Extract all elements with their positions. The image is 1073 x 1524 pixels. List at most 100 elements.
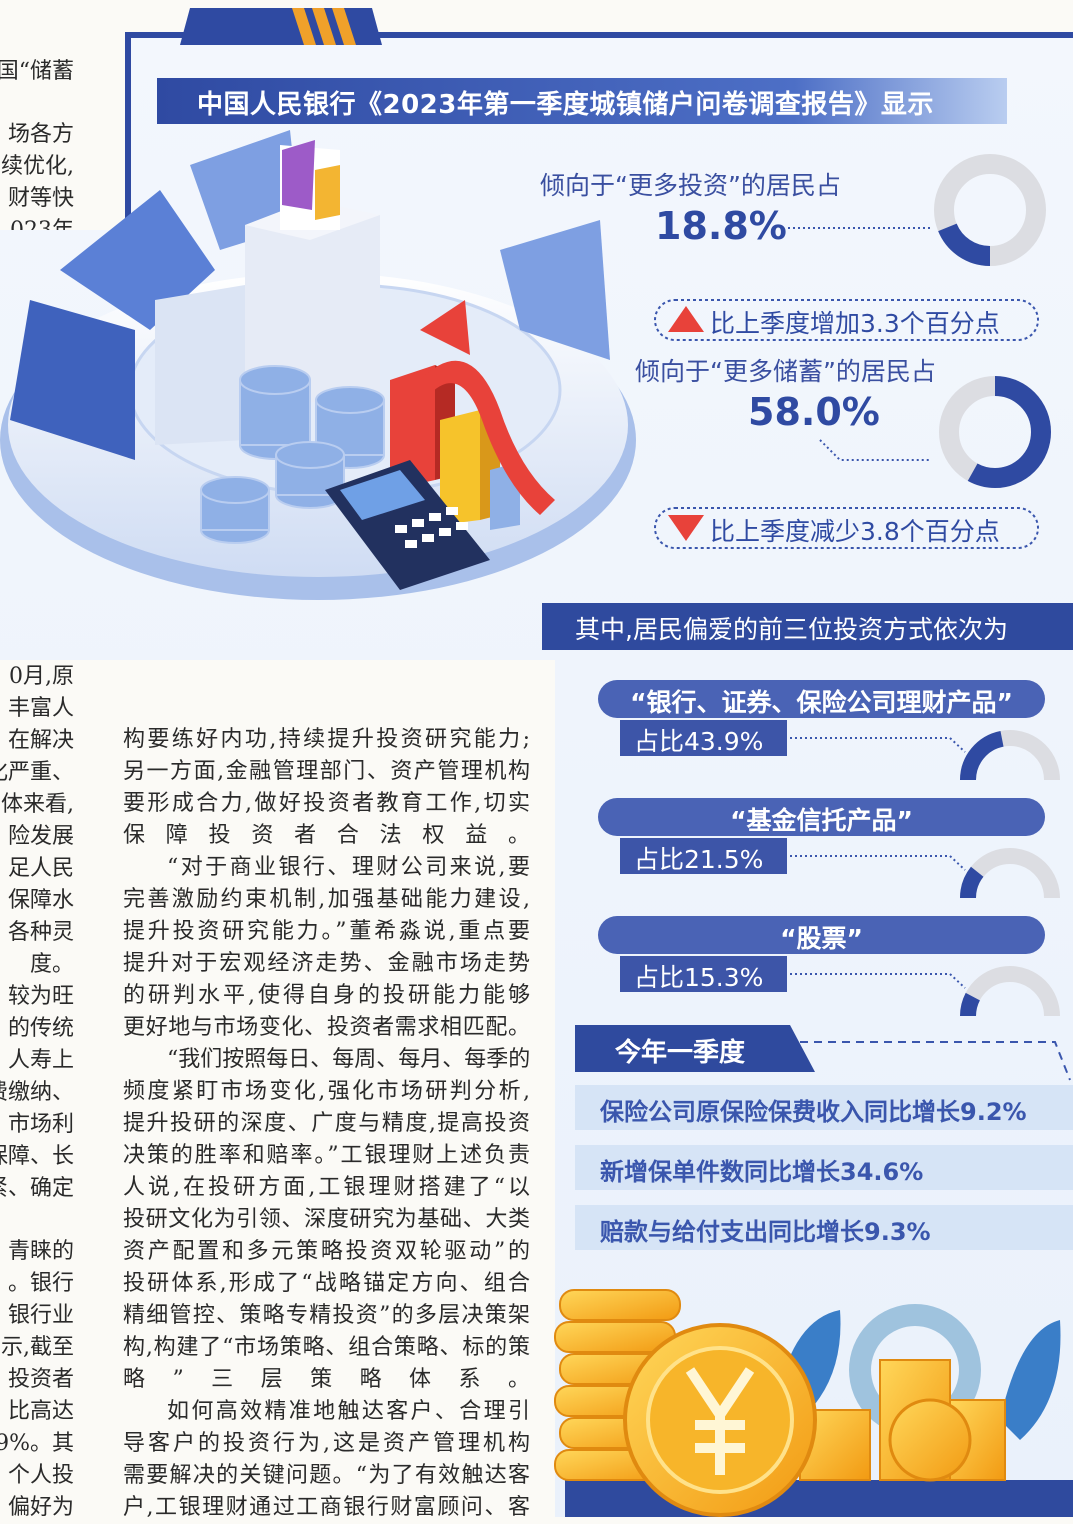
text-line: 人寿上 [7, 1048, 74, 1073]
text-line: 构要练好内功,持续提升投资研究能力; [123, 727, 530, 752]
change-pill [654, 507, 1039, 549]
frame [125, 32, 1073, 230]
text-line: 个人投 [7, 1463, 74, 1488]
share-box [620, 720, 787, 756]
text-line: 财等快 [7, 186, 74, 211]
text-line: “我们按照每日、每周、每月、每季的 [167, 1047, 531, 1072]
method-name: “股票” [780, 924, 863, 953]
text-line: 资产配置和多元策略投资双轮驱动”的 [123, 1239, 530, 1264]
quarter-item: 新增保单件数同比增长34.6% [600, 1158, 924, 1186]
text-line: 保障、长 [0, 1144, 74, 1169]
method-name: “基金信托产品” [730, 806, 913, 835]
text-line: 保障投资者合法权益。 [123, 823, 530, 848]
text-line: 示,截至 [1, 1335, 74, 1360]
text-line: 续优化, [1, 154, 74, 179]
gauge-arc [960, 992, 981, 1017]
share-box [620, 838, 787, 874]
quarter-row [575, 1145, 1073, 1190]
dash [800, 1041, 1071, 1081]
text-line: 。银行 [7, 1271, 74, 1296]
change-pill [654, 299, 1039, 341]
stat-change: 比上季度减少3.8个百分点 [710, 517, 1000, 546]
gauge-arc [959, 866, 984, 899]
stat-change: 比上季度增加3.3个百分点 [710, 309, 1000, 338]
text-line: 精细管控、策略专精投资”的多层决策架 [123, 1303, 530, 1328]
stripes [292, 8, 356, 45]
text-line: 另一方面,金融管理部门、资产管理机构 [123, 759, 530, 784]
quarter-item: 保险公司原保险保费收入同比增长9.2% [600, 1098, 1027, 1126]
stat-value: 18.8% [655, 204, 787, 248]
method-share: 占比21.5% [634, 845, 764, 874]
text-line: 0月,原 [9, 664, 74, 689]
down-arrow [668, 515, 704, 541]
text-line: 保障水 [7, 888, 74, 913]
method-pill [598, 798, 1045, 836]
chart-marks [790, 154, 1060, 1017]
text-line: 度。 [29, 952, 74, 977]
text-line: 频度紧盯市场变化,强化市场研判分析, [123, 1079, 530, 1104]
text-line: 完善激励约束机制,加强基础能力建设, [123, 887, 530, 912]
text-line: 国“储蓄 [0, 59, 74, 84]
method-share: 占比43.9% [634, 727, 764, 756]
stat-label: 倾向于“更多投资”的居民占 [540, 171, 841, 200]
text-line: 决策的胜率和赔率。”工银理财上述负责 [123, 1143, 530, 1168]
quarter-row [575, 1205, 1073, 1250]
text-line: 提升投研的深度、广度与精度,提高投资 [123, 1111, 530, 1136]
text-line: 场各方 [7, 122, 74, 147]
text-line: 费缴纳、 [0, 1080, 74, 1105]
text-line: 偏好为 [7, 1495, 74, 1517]
text-line: 投研文化为引领、深度研究为基础、大类 [123, 1207, 530, 1232]
stat-label: 倾向于“更多储蓄”的居民占 [635, 357, 936, 386]
text-line: 户,工银理财通过工商银行财富顾问、客 [123, 1495, 530, 1520]
text-line: 要形成合力,做好投资者教育工作,切实 [123, 791, 530, 816]
text-line: 各种灵 [7, 920, 74, 945]
text-line: 更好地与市场变化、投资者需求相匹配。 [123, 1015, 530, 1040]
text-line: 投资者 [7, 1367, 74, 1392]
text-line: 足人民 [7, 856, 74, 881]
donut-arc [939, 376, 1051, 488]
text-line: 市场利 [7, 1112, 74, 1137]
share-box [620, 956, 787, 992]
text-line: 丰富人 [7, 696, 74, 721]
method-share: 占比15.3% [634, 963, 764, 992]
text-line: 化严重、 [0, 760, 74, 785]
finance-illustration [0, 130, 636, 600]
leader [790, 973, 966, 989]
title-bar [157, 78, 1007, 124]
text-line: 人说,在投研方面,工银理财搭建了“以 [123, 1175, 530, 1200]
text-line: 如何高效精准地触达客户、合理引 [167, 1399, 530, 1424]
up-arrow [668, 306, 704, 332]
text-line: 较为旺 [7, 984, 74, 1009]
quarter-item: 赔款与给付支出同比增长9.3% [600, 1218, 931, 1246]
leader [790, 737, 966, 753]
leader [790, 855, 966, 871]
quarter-tab [575, 1025, 815, 1072]
quarter-title: 今年一季度 [615, 1038, 746, 1068]
gauge-arc [960, 730, 1004, 781]
section-band [542, 603, 1073, 650]
text-line: 的研判水平,使得自身的投研能力能够 [123, 983, 530, 1008]
text-block: 国“储蓄 [0, 56, 74, 88]
text-line: 在解决 [7, 728, 74, 753]
text-line: 的传统 [7, 1016, 74, 1041]
text-line: 紧、确定 [0, 1176, 74, 1201]
stat-value: 58.0% [748, 390, 880, 434]
text-line: 略”三层策略体系。 [123, 1367, 530, 1392]
text-line: 提升投资研究能力。”董希淼说,重点要 [123, 919, 530, 944]
method-name: “银行、证券、保险公司理财产品” [630, 688, 1013, 717]
coins-illustration [554, 1289, 1073, 1517]
text-line: 导客户的投资行为,这是资产管理机构 [123, 1431, 530, 1456]
donut-arc [934, 154, 1046, 266]
quarter-row [575, 1085, 1073, 1130]
text-block: 青睐的。银行银行业示,截至投资者比高达 9%。其个人投偏好为 [0, 1236, 74, 1517]
text-line: 提升对于宏观经济走势、金融市场走势 [123, 951, 530, 976]
title: 中国人民银行《2023年第一季度城镇储户问卷调查报告》显示 [197, 90, 934, 120]
text-line: 青睐的 [7, 1239, 74, 1264]
article: 构要练好内功,持续提升投资研究能力; 另一方面,金融管理部门、资产管理机构 要形成合… [123, 724, 530, 1524]
text-line: 体来看, [1, 792, 74, 817]
text-line: 比高达 [7, 1399, 74, 1424]
text-line: 构,构建了“市场策略、组合策略、标的策 [123, 1335, 530, 1360]
text-line: 9%。其 [0, 1431, 74, 1456]
text-line: 银行业 [7, 1303, 74, 1328]
